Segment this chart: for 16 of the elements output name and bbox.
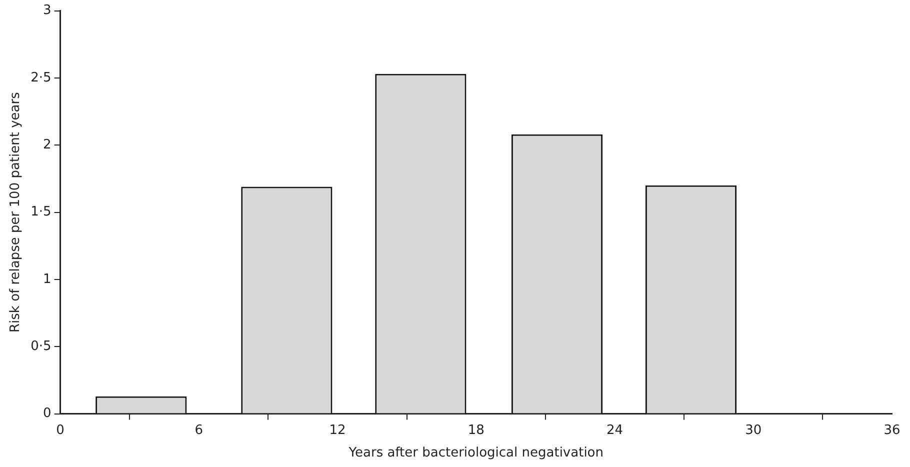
y-tick-label: 0·5: [30, 339, 52, 354]
x-tick-label: 30: [745, 422, 762, 438]
x-tick-label: 24: [606, 422, 624, 438]
x-tick-label: 18: [468, 422, 484, 438]
y-tick-label: 1: [42, 272, 52, 287]
y-tick-label: 3: [42, 3, 52, 18]
y-tick-label: 2: [42, 138, 52, 153]
x-tick-label: 6: [194, 422, 204, 438]
y-tick-label: 1·5: [30, 204, 52, 220]
y-tick-label: 2·5: [30, 70, 52, 86]
x-tick-label: 12: [329, 422, 346, 438]
y-tick-label: 0: [42, 406, 52, 422]
y-axis-title: Risk of relapse per 100 patient years: [8, 92, 24, 332]
x-axis-title: Years after bacteriological negativation: [348, 446, 604, 461]
x-tick-label: 36: [884, 422, 900, 438]
x-tick-label: 0: [56, 422, 64, 438]
